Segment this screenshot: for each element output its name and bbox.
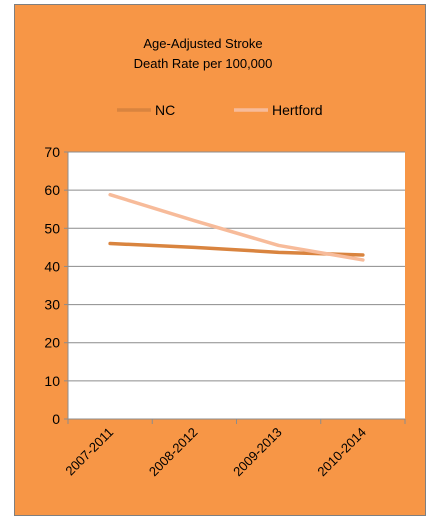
series-lines (108, 192, 365, 262)
y-tick-label: 30 (44, 297, 60, 313)
x-tick-label: 2009-2013 (230, 425, 285, 480)
x-axis-ticks: 2007-2011 2008-2012 2009-2013 2010-2014 (62, 419, 406, 480)
gridlines (68, 151, 405, 382)
x-tick-label: 2007-2011 (62, 425, 116, 479)
chart-title-line-2: Death Rate per 100,000 (134, 56, 273, 71)
plot-area (68, 152, 405, 419)
y-axis-ticks: 0 10 20 30 40 50 60 70 (44, 144, 68, 427)
y-tick-label: 40 (44, 258, 60, 274)
chart-title-line-1: Age-Adjusted Stroke (143, 36, 262, 51)
legend-label-hertford: Hertford (272, 102, 323, 118)
y-tick-label: 70 (44, 144, 60, 160)
y-tick-label: 50 (44, 220, 60, 236)
y-tick-label: 0 (52, 411, 60, 427)
legend: NC Hertford (117, 102, 323, 118)
y-tick-label: 10 (44, 373, 60, 389)
x-tick-label: 2008-2012 (146, 425, 201, 480)
y-tick-label: 20 (44, 335, 60, 351)
x-tick-label: 2010-2014 (314, 425, 369, 480)
chart-title: Age-Adjusted Stroke Death Rate per 100,0… (134, 36, 273, 71)
y-tick-label: 60 (44, 182, 60, 198)
legend-label-nc: NC (155, 102, 175, 118)
series-line-hertford (108, 192, 365, 262)
